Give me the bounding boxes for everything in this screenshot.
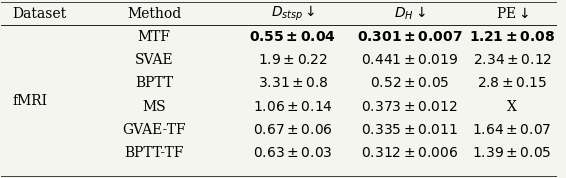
Text: $0.335 \pm 0.011$: $0.335 \pm 0.011$ [361,123,458,137]
Text: $0.63 \pm 0.03$: $0.63 \pm 0.03$ [253,146,333,160]
Text: $3.31 \pm 0.8$: $3.31 \pm 0.8$ [258,76,328,90]
Text: $1.64 \pm 0.07$: $1.64 \pm 0.07$ [473,123,552,137]
Text: fMRI: fMRI [12,94,48,108]
Text: $0.373 \pm 0.012$: $0.373 \pm 0.012$ [361,100,458,114]
Text: GVAE-TF: GVAE-TF [122,123,186,137]
Text: $0.67 \pm 0.06$: $0.67 \pm 0.06$ [253,123,333,137]
Text: $1.06 \pm 0.14$: $1.06 \pm 0.14$ [253,100,333,114]
Text: $1.39 \pm 0.05$: $1.39 \pm 0.05$ [473,146,552,160]
Text: Method: Method [127,7,181,20]
Text: $0.52 \pm 0.05$: $0.52 \pm 0.05$ [370,76,449,90]
Text: $\mathbf{1.21 \pm 0.08}$: $\mathbf{1.21 \pm 0.08}$ [469,30,555,44]
Text: $1.9 \pm 0.22$: $1.9 \pm 0.22$ [258,53,328,67]
Text: X: X [507,100,517,114]
Text: $0.441 \pm 0.019$: $0.441 \pm 0.019$ [361,53,458,67]
Text: $\mathbf{0.301 \pm 0.007}$: $\mathbf{0.301 \pm 0.007}$ [357,30,462,44]
Text: MTF: MTF [138,30,170,44]
Text: $D_{stsp}\downarrow$: $D_{stsp}\downarrow$ [271,4,315,23]
Text: SVAE: SVAE [135,53,173,67]
Text: $\mathbf{0.55 \pm 0.04}$: $\mathbf{0.55 \pm 0.04}$ [250,30,336,44]
Text: $2.8 \pm 0.15$: $2.8 \pm 0.15$ [477,76,547,90]
Text: $2.34 \pm 0.12$: $2.34 \pm 0.12$ [473,53,552,67]
Text: BPTT-TF: BPTT-TF [125,146,184,160]
Text: Dataset: Dataset [12,7,67,20]
Text: PE$\downarrow$: PE$\downarrow$ [496,7,529,21]
Text: $0.312 \pm 0.006$: $0.312 \pm 0.006$ [361,146,458,160]
Text: BPTT: BPTT [135,76,173,90]
Text: $D_{H}\downarrow$: $D_{H}\downarrow$ [393,5,426,22]
Text: MS: MS [142,100,166,114]
